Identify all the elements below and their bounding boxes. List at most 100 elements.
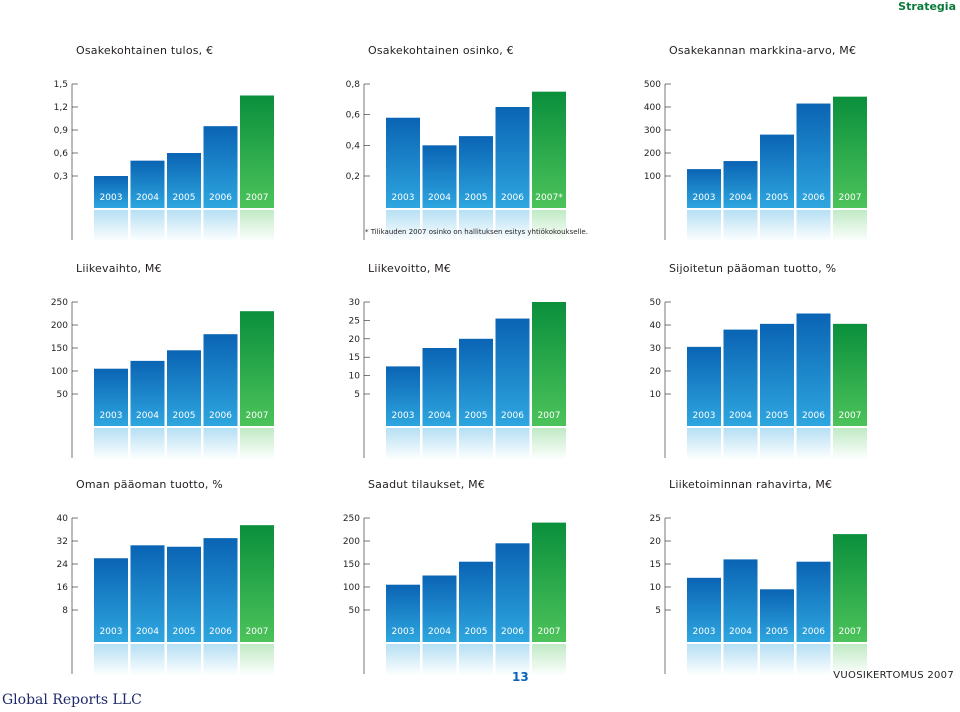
chart-title: Osakekohtainen osinko, € [368,44,514,57]
category-label: 2004 [136,411,159,421]
category-label: 2003 [392,627,415,637]
bar-reflection [240,210,274,242]
bar-reflection [386,210,420,242]
bar-reflection [495,644,530,676]
bar-reflection [459,428,493,460]
y-tick-label: 24 [57,560,69,570]
category-label: 2005 [465,627,488,637]
bar-reflection [760,644,794,676]
y-tick-label: 10 [650,390,662,400]
category-label: 2007 [839,411,862,421]
y-tick-label: 5 [655,606,661,616]
bar [240,95,274,208]
bar-reflection [532,644,566,676]
y-tick-label: 40 [650,321,662,331]
chart-title: Liiketoiminnan rahavirta, M€ [669,478,833,491]
bar-reflection [167,644,201,676]
bar [386,366,420,426]
bar-reflection [130,428,165,460]
category-label: 2005 [465,193,488,203]
y-tick-label: 400 [644,103,661,113]
bar-reflection [723,210,758,242]
chart-svg: 5 10 15 20 25 30 2003 2004 2005 2006 2007 [349,298,566,460]
category-label: 2005 [766,627,789,637]
y-tick-label: 100 [644,172,661,182]
bar [94,558,128,642]
category-label: 2004 [729,193,752,203]
bar-reflection [422,644,457,676]
bar [723,329,758,426]
chart-svg: 50 100 150 200 250 2003 2004 2005 2006 2007 [343,514,566,676]
bar [459,561,493,642]
category-label: 2005 [766,193,789,203]
bar [94,176,128,208]
chart-market-cap: 100 200 300 400 500 2003 2004 2005 2006 2007 Osak… [644,44,960,254]
bar-reflection [167,428,201,460]
bar [459,338,493,426]
bar [130,360,165,426]
bar-reflection [203,210,238,242]
y-tick-label: 20 [349,335,361,345]
category-label: 2006 [501,193,524,203]
bar-reflection [796,210,831,242]
category-label: 2007 [246,627,269,637]
bar [167,546,201,642]
bar [723,161,758,208]
bar-reflection [495,210,530,242]
category-label: 2006 [802,627,825,637]
bar [723,559,758,642]
section-title: Strategia [898,0,956,13]
bar [833,323,867,426]
y-tick-label: 50 [650,298,662,308]
bar [760,589,794,642]
y-tick-label: 200 [343,537,360,547]
category-label: 2007 [246,411,269,421]
category-label: 2004 [428,411,451,421]
bar-reflection [687,210,721,242]
bar [687,169,721,208]
category-label: 2006 [501,411,524,421]
bar [796,561,831,642]
category-label: 2003 [392,193,415,203]
category-label: 2006 [802,411,825,421]
bar-reflection [130,210,165,242]
category-label: 2003 [693,193,716,203]
y-tick-label: 250 [343,514,360,524]
chart-title: Saadut tilaukset, M€ [368,478,486,491]
y-tick-label: 0,8 [346,80,361,90]
y-tick-label: 150 [343,560,360,570]
bar-reflection [203,428,238,460]
category-label: 2004 [136,627,159,637]
category-label: 2005 [173,411,196,421]
bar-reflection [94,210,128,242]
bar [203,334,238,426]
bar [130,160,165,208]
y-tick-label: 25 [650,514,661,524]
y-tick-label: 50 [57,390,69,400]
y-tick-label: 0,6 [54,149,69,159]
bar-reflection [532,210,566,242]
category-label: 2006 [209,411,232,421]
bar-reflection [687,428,721,460]
bar [130,545,165,642]
y-tick-label: 0,4 [346,141,361,151]
bar [760,134,794,208]
bar-reflection [386,428,420,460]
y-tick-label: 500 [644,80,661,90]
bar-reflection [495,428,530,460]
bar-reflection [130,644,165,676]
bar [203,126,238,208]
category-label: 2004 [428,193,451,203]
category-label: 2007 [246,193,269,203]
y-tick-label: 20 [650,537,662,547]
y-tick-label: 5 [354,390,360,400]
bar [167,350,201,426]
chart-orders: 50 100 150 200 250 2003 2004 2005 2006 2007 Saadu… [343,478,664,688]
category-label: 2006 [501,627,524,637]
bar [760,323,794,426]
chart-title: Sijoitetun pääoman tuotto, % [669,262,837,275]
y-tick-label: 100 [343,583,360,593]
bar-reflection [833,428,867,460]
y-tick-label: 300 [644,126,661,136]
bar [94,368,128,426]
